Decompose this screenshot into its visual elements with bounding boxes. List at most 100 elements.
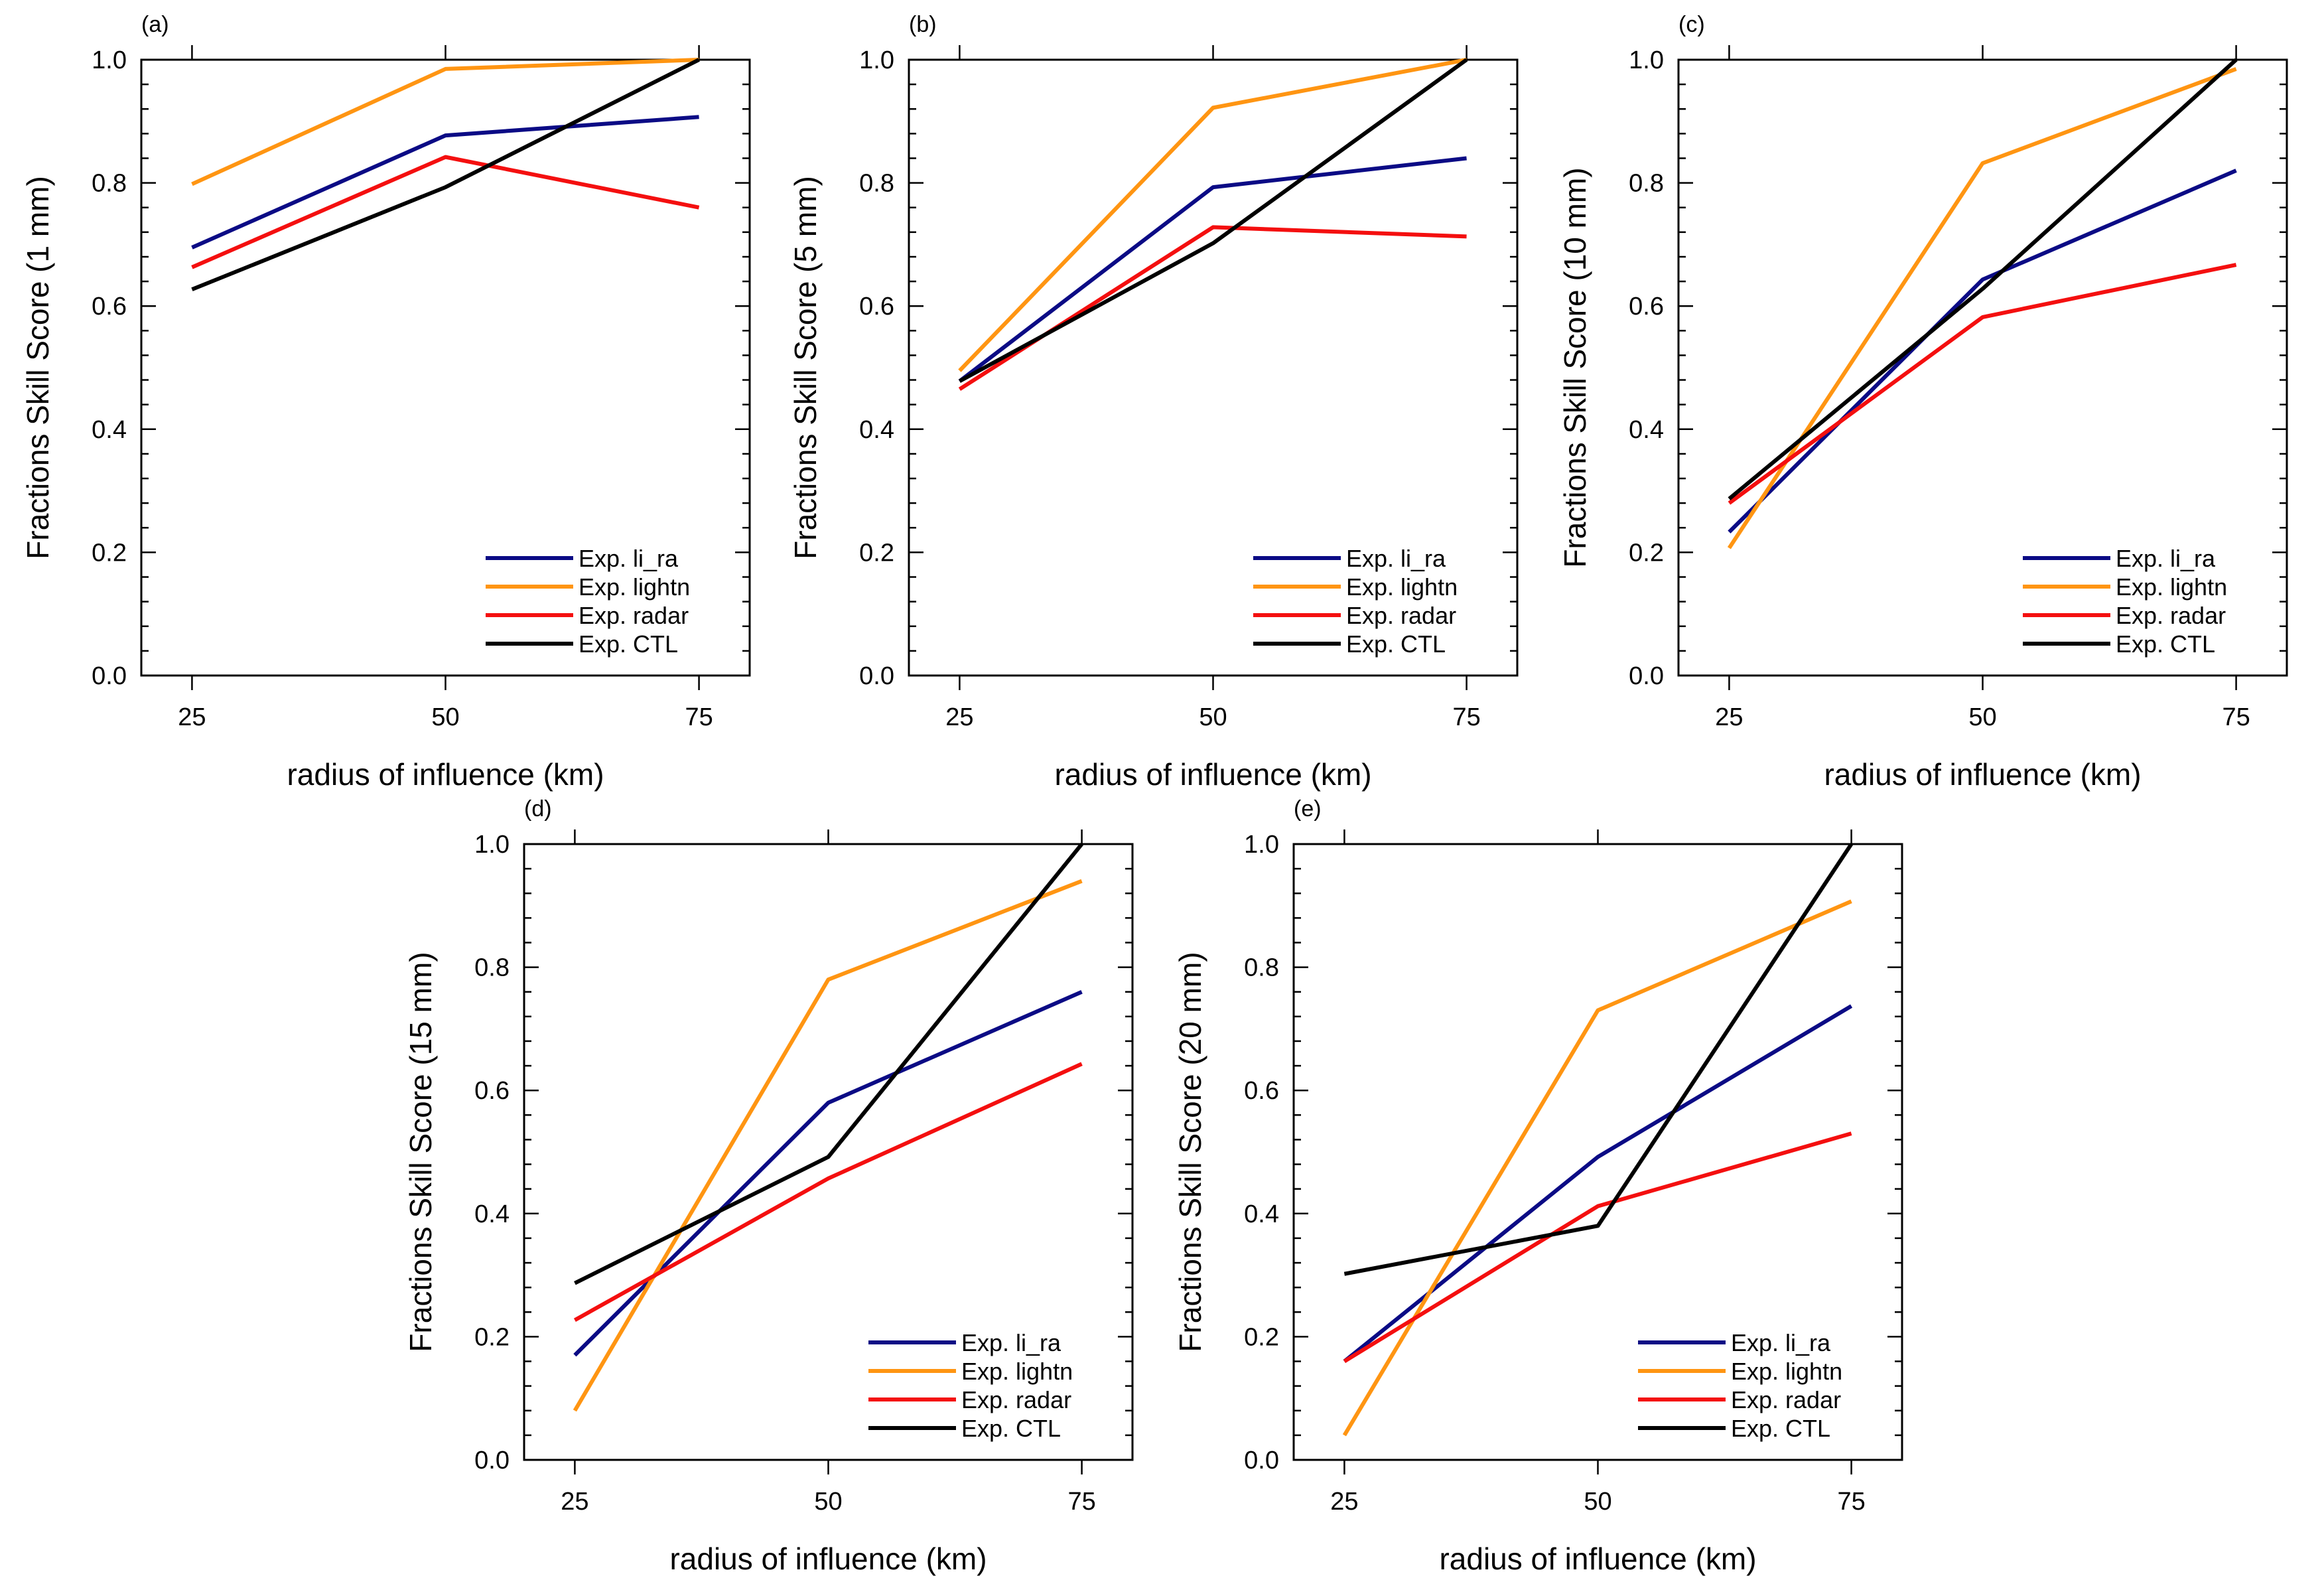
x-tick-label: 50 [814,1488,842,1516]
x-tick-label: 75 [1452,703,1480,731]
legend-label: Exp. radar [961,1386,1071,1413]
series-line-ctl [191,58,700,291]
y-tick-label: 0.0 [1629,662,1664,690]
panel-label: (c) [1678,12,1705,37]
panel-c: 0.0 0.2 0.4 0.6 0.8 1.0 25 50 75 radius of influe… [1558,12,2288,792]
legend-label: Exp. radar [2116,602,2226,629]
y-tick-label: 0.4 [92,416,127,444]
x-axis-title: radius of influence (km) [287,757,604,792]
x-tick-label: 25 [945,703,973,731]
series-line-li-ra [191,115,699,250]
x-axis-title: radius of influence (km) [1439,1541,1756,1576]
x-tick-label: 50 [431,703,459,731]
legend-label: Exp. li_ra [1731,1329,1831,1356]
y-tick-label: 1.0 [474,831,510,859]
legend-label: Exp. lightn [2116,573,2227,601]
legend-label: Exp. li_ra [961,1329,1061,1356]
series-line-ctl [574,843,1083,1285]
y-tick-label: 0.6 [92,293,127,321]
y-tick-label: 0.6 [1629,293,1664,321]
y-tick-label: 0.6 [1244,1077,1279,1105]
series-line-li-ra [958,156,1467,383]
y-tick-label: 0.6 [859,293,894,321]
panel-label: (a) [141,12,169,37]
y-axis-title: Fractions Skill Score (20 mm) [1173,952,1207,1352]
y-tick-label: 0.4 [1629,416,1664,444]
y-tick-label: 1.0 [859,46,894,74]
y-tick-label: 0.2 [1629,539,1664,567]
y-tick-label: 0.2 [859,539,894,567]
x-axis-title: radius of influence (km) [669,1541,987,1576]
legend-label: Exp. CTL [579,630,678,658]
x-tick-label: 50 [1968,703,1996,731]
x-tick-label: 75 [1067,1488,1095,1516]
legend-label: Exp. lightn [1731,1358,1842,1385]
legend-label: Exp. li_ra [579,545,679,572]
x-tick-label: 25 [178,703,206,731]
y-tick-label: 0.4 [859,416,894,444]
series-line-lightn [191,58,699,186]
y-tick-label: 0.0 [859,662,894,690]
legend-label: Exp. CTL [1346,630,1446,658]
y-tick-label: 0.2 [474,1323,510,1351]
series-line-lightn [958,58,1468,372]
y-tick-label: 0.6 [474,1077,510,1105]
y-tick-label: 1.0 [1244,831,1279,859]
legend-label: Exp. lightn [579,573,690,601]
x-tick-label: 75 [685,703,713,731]
legend-label: Exp. CTL [2116,630,2215,658]
series-line-li-ra [1728,169,2237,534]
y-axis-title: Fractions Skill Score (1 mm) [21,176,55,559]
x-tick-label: 50 [1584,1488,1611,1516]
y-tick-label: 0.4 [474,1200,510,1228]
x-tick-label: 25 [1715,703,1743,731]
x-tick-label: 50 [1199,703,1227,731]
legend-label: Exp. lightn [1346,573,1458,601]
series-line-ctl [1728,58,2238,500]
y-tick-label: 1.0 [92,46,127,74]
panel-e: 0.0 0.2 0.4 0.6 0.8 1.0 25 50 75 radius of influe… [1173,796,1903,1576]
y-tick-label: 0.2 [92,539,127,567]
y-tick-label: 0.8 [92,170,127,198]
x-tick-label: 75 [2222,703,2250,731]
series-line-lightn [1727,67,2237,549]
x-tick-label: 75 [1837,1488,1865,1516]
y-axis-title: Fractions Skill Score (10 mm) [1558,167,1592,567]
legend-label: Exp. radar [1731,1386,1841,1413]
y-tick-label: 0.0 [474,1447,510,1474]
panel-label: (d) [524,796,552,822]
x-tick-label: 25 [1330,1488,1358,1516]
legend-label: Exp. CTL [961,1415,1061,1442]
x-axis-title: radius of influence (km) [1824,757,2141,792]
y-tick-label: 0.0 [92,662,127,690]
series-line-lightn [1342,899,1852,1437]
series-line-ctl [958,58,1468,384]
series-line-radar [1343,1131,1852,1364]
y-axis-title: Fractions Skill Score (5 mm) [788,176,823,559]
legend-label: Exp. li_ra [2116,545,2216,572]
series-line-radar [573,1062,1083,1322]
series-line-li-ra [573,989,1083,1357]
series-line-radar [1728,263,2237,505]
y-tick-label: 0.8 [1244,954,1279,982]
series-line-radar [191,155,700,269]
legend-label: Exp. CTL [1731,1415,1830,1442]
y-tick-label: 0.8 [1629,170,1664,198]
y-tick-label: 0.8 [474,954,510,982]
y-axis-title: Fractions Skill Score (15 mm) [403,952,438,1352]
y-tick-label: 1.0 [1629,46,1664,74]
panel-d: 0.0 0.2 0.4 0.6 0.8 1.0 25 50 75 radius of influe… [403,796,1134,1576]
legend-label: Exp. lightn [961,1358,1073,1385]
x-tick-label: 25 [561,1488,588,1516]
panel-label: (e) [1294,796,1322,822]
series-line-ctl [1343,843,1854,1276]
series-line-lightn [573,879,1083,1412]
panel-a: 0.0 0.2 0.4 0.6 0.8 1.0 25 50 75 radius of influe… [21,12,751,792]
y-tick-label: 0.2 [1244,1323,1279,1351]
